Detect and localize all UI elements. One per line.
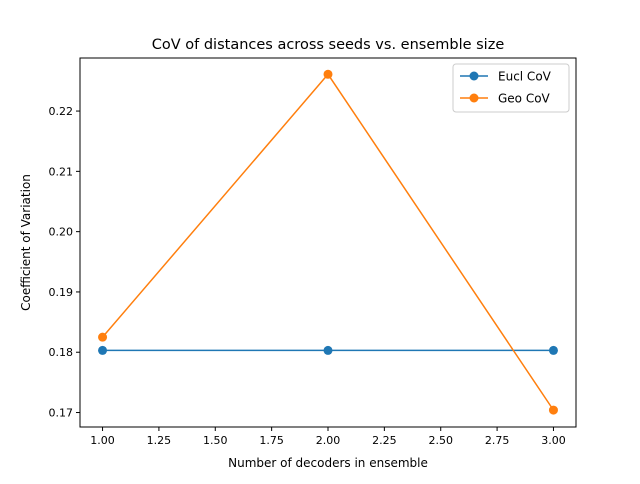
y-axis-label: Coefficient of Variation [19, 174, 33, 311]
legend-marker-eucl [469, 71, 479, 81]
y-tick-label: 0.18 [49, 346, 74, 359]
y-tick-label: 0.22 [49, 105, 74, 118]
legend: Eucl CoV Geo CoV [452, 63, 570, 113]
legend-label-eucl: Eucl CoV [498, 70, 552, 84]
y-tick-label: 0.21 [49, 165, 74, 178]
y-tick-label: 0.19 [49, 286, 74, 299]
axes-frame [79, 57, 577, 428]
x-tick-label: 2.00 [316, 434, 341, 447]
data-point-geo-cov [98, 332, 108, 342]
data-point-geo-cov [548, 405, 558, 415]
data-point-eucl-cov [548, 345, 558, 355]
data-point-geo-cov [323, 69, 333, 79]
x-tick-label: 1.50 [203, 434, 228, 447]
x-tick-label: 1.75 [259, 434, 284, 447]
x-tick-label: 2.50 [428, 434, 453, 447]
x-axis-label: Number of decoders in ensemble [228, 456, 428, 470]
legend-label-geo: Geo CoV [498, 92, 551, 106]
x-tick-label: 2.75 [485, 434, 510, 447]
x-tick-label: 2.25 [372, 434, 397, 447]
data-point-eucl-cov [323, 345, 333, 355]
y-axis-ticks: 0.17 0.18 0.19 0.20 0.21 0.22 [49, 105, 80, 420]
series-line-geo-cov [101, 73, 555, 411]
chart-title: CoV of distances across seeds vs. ensemb… [152, 37, 505, 53]
y-tick-label: 0.17 [49, 407, 74, 420]
legend-marker-geo [469, 93, 479, 103]
x-axis-ticks: 1.00 1.25 1.50 1.75 2.00 2.25 2.50 2.75 3.00 [90, 427, 566, 447]
y-tick-label: 0.20 [49, 226, 74, 239]
x-tick-label: 1.00 [90, 434, 115, 447]
plot-area [98, 69, 558, 415]
data-point-eucl-cov [98, 345, 108, 355]
x-tick-label: 3.00 [541, 434, 566, 447]
x-tick-label: 1.25 [147, 434, 172, 447]
